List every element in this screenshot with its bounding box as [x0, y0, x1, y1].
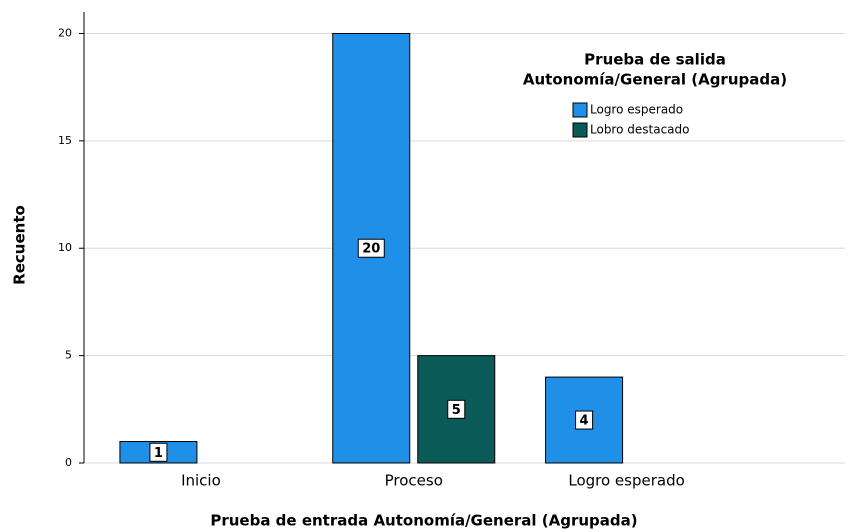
y-axis-title: Recuento [11, 205, 29, 285]
legend-label: Logro esperado [590, 103, 683, 117]
legend-swatch [572, 102, 588, 118]
y-tick-label: 15 [58, 134, 72, 147]
data-label: 5 [452, 403, 461, 418]
legend-title: Autonomía/General (Agrupada) [523, 71, 787, 89]
data-label-box [447, 399, 466, 419]
legend-title: Prueba de salida [584, 51, 726, 69]
y-tick-label: 20 [58, 26, 72, 39]
y-tick-label: 0 [65, 456, 72, 469]
legend-label: Lobro destacado [590, 123, 689, 137]
data-label: 1 [154, 446, 163, 461]
data-label-box [357, 238, 385, 258]
x-tick-label: Proceso [385, 472, 443, 490]
data-label-box [149, 442, 168, 462]
data-label-box [575, 410, 594, 430]
data-label: 20 [362, 242, 380, 257]
y-tick-label: 10 [58, 241, 72, 254]
legend-swatch [572, 122, 588, 138]
x-axis-title: Prueba de entrada Autonomía/General (Agr… [210, 512, 637, 530]
y-tick-label: 5 [65, 349, 72, 362]
data-label: 4 [580, 414, 589, 429]
x-tick-label: Inicio [181, 472, 221, 490]
x-tick-label: Logro esperado [568, 472, 684, 490]
